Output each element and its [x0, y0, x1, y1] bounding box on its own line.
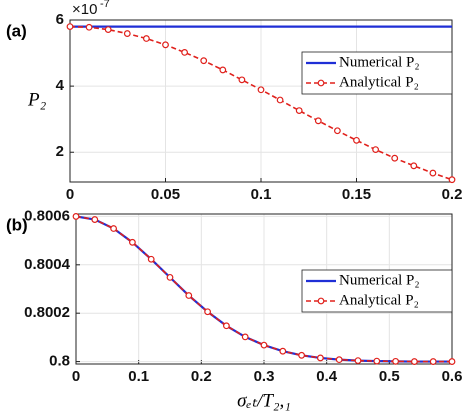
marker — [317, 354, 324, 362]
legend-label: Analytical P₂ — [339, 292, 419, 308]
y-tick-label: 2 — [56, 143, 64, 160]
legend-box — [301, 269, 453, 313]
x-tick-label: 0.1 — [251, 186, 272, 203]
x-tick-label: 0.2 — [191, 368, 212, 385]
legend-box — [301, 51, 453, 95]
x-tick-label: 0.1 — [128, 368, 149, 385]
y-tick-label: 6 — [56, 11, 64, 28]
axes-box — [69, 19, 453, 183]
y-multiplier-exp: -7 — [100, 0, 110, 10]
marker — [166, 273, 174, 281]
marker — [91, 216, 99, 223]
marker — [295, 107, 303, 114]
marker — [411, 358, 418, 365]
marker — [241, 333, 249, 341]
y-tick-label: 0.8004 — [24, 256, 71, 273]
x-tick-label: 0 — [66, 186, 74, 203]
y-tick-label: 0.8 — [49, 353, 70, 370]
x-tick-label: 0.3 — [254, 368, 275, 385]
marker — [279, 347, 287, 355]
x-tick-label: 0.15 — [342, 186, 371, 203]
y-tick-label: 0.8002 — [24, 304, 70, 321]
marker — [110, 225, 117, 232]
marker — [392, 357, 400, 365]
y-axis-label: P₂ — [27, 89, 47, 110]
marker — [373, 357, 381, 365]
y-tick-label: 4 — [56, 77, 65, 94]
marker — [142, 35, 150, 42]
panel: 0 0.05 0.1 0.15 0.2 2 4 6 Numerical P₂ Analytical… — [6, 0, 462, 203]
y-multiplier: ×10 — [72, 1, 97, 18]
marker — [353, 136, 360, 144]
marker — [147, 255, 155, 263]
y-tick-label: 0.8006 — [24, 207, 70, 224]
marker — [128, 238, 136, 246]
marker — [257, 86, 265, 94]
legend-label: Numerical P₂ — [339, 272, 420, 288]
marker — [200, 57, 208, 65]
marker — [314, 117, 322, 125]
x-tick-label: 0.5 — [379, 368, 400, 385]
marker — [85, 23, 93, 31]
marker — [162, 41, 169, 49]
marker — [429, 358, 437, 365]
marker — [372, 146, 380, 154]
x-tick-label: 0.4 — [316, 368, 338, 385]
marker — [391, 154, 399, 162]
panel: 0 0.1 0.2 0.3 0.4 0.5 0.6 0.8 0.8002 0.8004 0.8006… — [6, 207, 462, 411]
marker — [66, 23, 74, 31]
marker — [123, 30, 131, 37]
marker — [276, 96, 284, 104]
marker — [204, 308, 212, 316]
x-tick-label: 0.05 — [151, 186, 180, 203]
marker — [448, 358, 456, 365]
panel-label: (b) — [6, 215, 28, 234]
marker — [260, 341, 268, 349]
marker — [238, 76, 246, 84]
marker — [72, 213, 80, 220]
legend-label: Numerical P₂ — [339, 54, 420, 70]
x-tick-label: 0 — [72, 368, 80, 385]
marker — [429, 169, 437, 177]
marker — [104, 26, 112, 33]
legend-label: Analytical P₂ — [339, 74, 419, 90]
marker — [448, 176, 456, 184]
marker — [298, 351, 306, 359]
marker — [222, 322, 230, 330]
marker — [335, 356, 343, 364]
marker — [410, 162, 418, 170]
x-axis-label: σₑₜ/T₂,₁ — [237, 390, 291, 411]
marker — [354, 357, 362, 365]
marker — [181, 49, 189, 56]
legend-marker — [317, 297, 325, 305]
x-tick-label: 0.6 — [442, 368, 463, 385]
marker — [334, 127, 341, 135]
marker — [219, 66, 227, 74]
panel-label: (a) — [6, 21, 27, 40]
legend-marker — [317, 79, 325, 87]
marker — [185, 292, 193, 299]
x-tick-label: 0.2 — [442, 186, 463, 203]
